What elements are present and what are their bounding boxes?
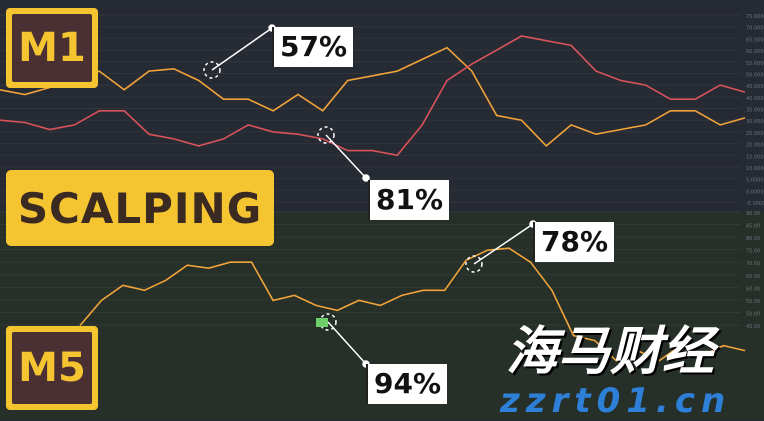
y-tick-label: 5.0000 bbox=[746, 178, 764, 184]
y-tick-label: 40.0000 bbox=[746, 96, 764, 102]
y-tick-label: 60.0000 bbox=[746, 49, 764, 55]
y-tick-label: 35.0000 bbox=[746, 108, 764, 114]
series-line-M1-1 bbox=[0, 35, 746, 157]
y-tick-label: 75.00 bbox=[746, 249, 760, 255]
y-tick-label: 75.0000 bbox=[746, 14, 764, 20]
y-tick-label: 45.00 bbox=[746, 324, 760, 330]
y-tick-label: 55.0000 bbox=[746, 61, 764, 67]
y-tick-label: 0.0000 bbox=[746, 189, 764, 195]
y-tick-label: 50.00 bbox=[746, 311, 760, 317]
y-tick-label: 90.00 bbox=[746, 211, 760, 217]
y-tick-label: 70.0000 bbox=[746, 26, 764, 32]
y-tick-label: 10.0000 bbox=[746, 166, 764, 172]
m5-label: M5 bbox=[12, 332, 92, 404]
y-tick-label: 60.00 bbox=[746, 286, 760, 292]
series-line-M1-0 bbox=[0, 46, 746, 147]
series-line-M5-0 bbox=[79, 247, 746, 362]
scalping-title: SCALPING bbox=[6, 170, 274, 246]
watermark-cn: 海马财经 bbox=[506, 322, 715, 382]
watermark-url: zzrt01.cn bbox=[500, 381, 732, 421]
callout-94: 94% bbox=[366, 364, 448, 404]
y-tick-label: 15.0000 bbox=[746, 154, 764, 160]
y-tick-label: 85.00 bbox=[746, 224, 760, 230]
callout-78: 78% bbox=[533, 222, 615, 262]
y-tick-label: 55.00 bbox=[746, 299, 760, 305]
y-tick-label: 30.0000 bbox=[746, 119, 764, 125]
y-tick-label: 50.0000 bbox=[746, 72, 764, 78]
m1-label: M1 bbox=[12, 14, 92, 82]
callout-57: 57% bbox=[272, 27, 354, 67]
callout-81: 81% bbox=[368, 180, 450, 220]
m5-tag: M5 bbox=[6, 326, 98, 410]
m1-tag: M1 bbox=[6, 8, 98, 88]
y-tick-label: -5.0000 bbox=[746, 201, 764, 207]
y-tick-label: 45.0000 bbox=[746, 84, 764, 90]
y-tick-label: 65.0000 bbox=[746, 37, 764, 43]
y-tick-label: 65.00 bbox=[746, 274, 760, 280]
y-tick-label: 20.0000 bbox=[746, 143, 764, 149]
y-tick-label: 70.00 bbox=[746, 261, 760, 267]
y-tick-label: 25.0000 bbox=[746, 131, 764, 137]
y-tick-label: 80.00 bbox=[746, 236, 760, 242]
